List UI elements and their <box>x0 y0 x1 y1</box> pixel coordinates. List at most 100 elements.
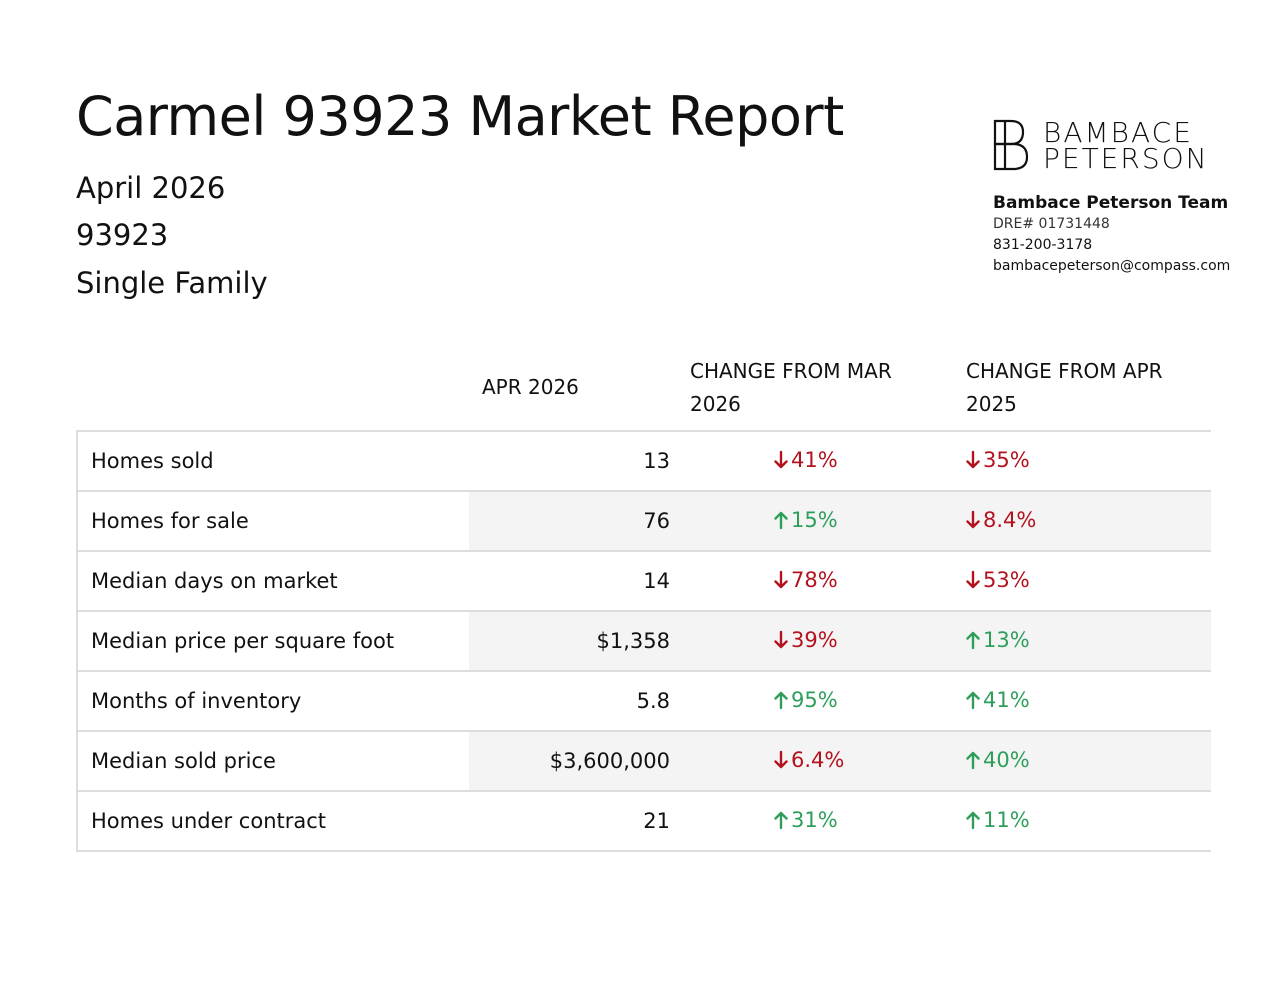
change-month-cell: 31% <box>690 791 966 852</box>
arrow-down-icon <box>966 450 980 468</box>
market-stats-table: APR 2026 CHANGE FROM MAR 2026 CHANGE FRO… <box>76 345 1211 852</box>
change-year-cell: 35% <box>966 431 1211 492</box>
metric-value: 21 <box>469 791 690 852</box>
brand-logo-mark-icon <box>993 119 1029 171</box>
change-year: 41% <box>966 688 1030 712</box>
change-year: 13% <box>966 628 1030 652</box>
table-row: Median price per square foot $1,358 39% … <box>76 611 1211 672</box>
change-year: 53% <box>966 568 1030 592</box>
table-row: Homes under contract 21 31% 11% <box>76 791 1211 852</box>
arrow-down-icon <box>774 630 788 648</box>
arrow-down-icon <box>966 570 980 588</box>
change-month: 6.4% <box>774 748 844 772</box>
arrow-up-icon <box>966 691 980 709</box>
change-percent: 39% <box>791 627 838 652</box>
arrow-up-icon <box>966 811 980 829</box>
arrow-up-icon <box>966 751 980 769</box>
metric-value: 5.8 <box>469 671 690 732</box>
column-header-metric <box>77 345 469 432</box>
change-month-cell: 15% <box>690 491 966 552</box>
logo-text-line1: BAMBACE <box>1043 116 1193 149</box>
arrow-down-icon <box>966 510 980 528</box>
change-percent: 35% <box>983 447 1030 472</box>
change-year: 8.4% <box>966 508 1036 532</box>
column-header-change-month: CHANGE FROM MAR 2026 <box>690 345 966 432</box>
metric-value: 76 <box>469 491 690 552</box>
change-year-cell: 53% <box>966 551 1211 612</box>
metric-label: Homes under contract <box>76 791 469 852</box>
metric-value: 14 <box>469 551 690 612</box>
arrow-up-icon <box>774 511 788 529</box>
change-year: 40% <box>966 748 1030 772</box>
column-header-change-month-label: CHANGE FROM MAR 2026 <box>690 358 892 416</box>
arrow-up-icon <box>966 631 980 649</box>
arrow-down-icon <box>774 570 788 588</box>
change-month: 39% <box>774 628 838 652</box>
column-header-current-label: APR 2026 <box>482 375 579 399</box>
page-title: Carmel 93923 Market Report <box>76 85 844 148</box>
arrow-up-icon <box>774 691 788 709</box>
change-year-cell: 13% <box>966 611 1211 672</box>
brand-logo: BAMBACE PETERSON <box>993 119 1215 173</box>
change-month: 31% <box>774 808 838 832</box>
change-month: 78% <box>774 568 838 592</box>
dre-number: DRE# 01731448 <box>993 216 1110 232</box>
contact-block: Bambace Peterson Team DRE# 01731448 831-… <box>993 192 1230 277</box>
change-year: 35% <box>966 448 1030 472</box>
table-row: Median sold price $3,600,000 6.4% 40% <box>76 731 1211 792</box>
change-percent: 6.4% <box>791 747 845 772</box>
metric-label: Median days on market <box>76 551 469 612</box>
email-address: bambacepeterson@compass.com <box>993 258 1231 274</box>
metric-label: Median price per square foot <box>76 611 469 672</box>
table-body: Homes sold 13 41% 35% Homes for sale 76 … <box>76 431 1211 852</box>
metric-value: 13 <box>469 431 690 492</box>
change-percent: 13% <box>983 627 1030 652</box>
metric-label: Homes for sale <box>76 491 469 552</box>
team-name: Bambace Peterson Team <box>993 193 1229 213</box>
change-percent: 31% <box>791 807 838 832</box>
table-row: Homes sold 13 41% 35% <box>76 431 1211 492</box>
metric-value: $1,358 <box>469 611 690 672</box>
metric-label: Months of inventory <box>76 671 469 732</box>
metric-label: Homes sold <box>76 431 469 492</box>
change-month-cell: 41% <box>690 431 966 492</box>
change-month-cell: 78% <box>690 551 966 612</box>
change-month: 15% <box>774 508 838 532</box>
change-month-cell: 6.4% <box>690 731 966 792</box>
change-month: 41% <box>774 448 838 472</box>
arrow-down-icon <box>774 750 788 768</box>
change-year-cell: 8.4% <box>966 491 1211 552</box>
change-percent: 40% <box>983 747 1030 772</box>
phone-number: 831-200-3178 <box>993 237 1093 253</box>
change-percent: 53% <box>983 567 1030 592</box>
column-header-change-year-label: CHANGE FROM APR 2025 <box>966 358 1163 416</box>
report-zip: 93923 <box>76 218 169 252</box>
change-month: 95% <box>774 688 838 712</box>
change-year: 11% <box>966 808 1030 832</box>
property-type: Single Family <box>76 266 268 300</box>
column-header-change-year: CHANGE FROM APR 2025 <box>966 345 1211 432</box>
table-row: Homes for sale 76 15% 8.4% <box>76 491 1211 552</box>
arrow-down-icon <box>774 450 788 468</box>
change-percent: 78% <box>791 567 838 592</box>
change-month-cell: 39% <box>690 611 966 672</box>
table-row: Median days on market 14 78% 53% <box>76 551 1211 612</box>
column-header-current: APR 2026 <box>469 345 690 432</box>
arrow-up-icon <box>774 811 788 829</box>
change-percent: 95% <box>791 687 838 712</box>
change-percent: 41% <box>791 447 838 472</box>
table-header-row: APR 2026 CHANGE FROM MAR 2026 CHANGE FRO… <box>77 345 1211 432</box>
change-year-cell: 41% <box>966 671 1211 732</box>
change-month-cell: 95% <box>690 671 966 732</box>
report-date: April 2026 <box>76 171 226 205</box>
metric-value: $3,600,000 <box>469 731 690 792</box>
logo-text-line2: PETERSON <box>1043 142 1209 175</box>
table-row: Months of inventory 5.8 95% 41% <box>76 671 1211 732</box>
change-percent: 8.4% <box>983 507 1037 532</box>
change-year-cell: 40% <box>966 731 1211 792</box>
metric-label: Median sold price <box>76 731 469 792</box>
change-percent: 15% <box>791 507 838 532</box>
change-year-cell: 11% <box>966 791 1211 852</box>
change-percent: 11% <box>983 807 1030 832</box>
change-percent: 41% <box>983 687 1030 712</box>
